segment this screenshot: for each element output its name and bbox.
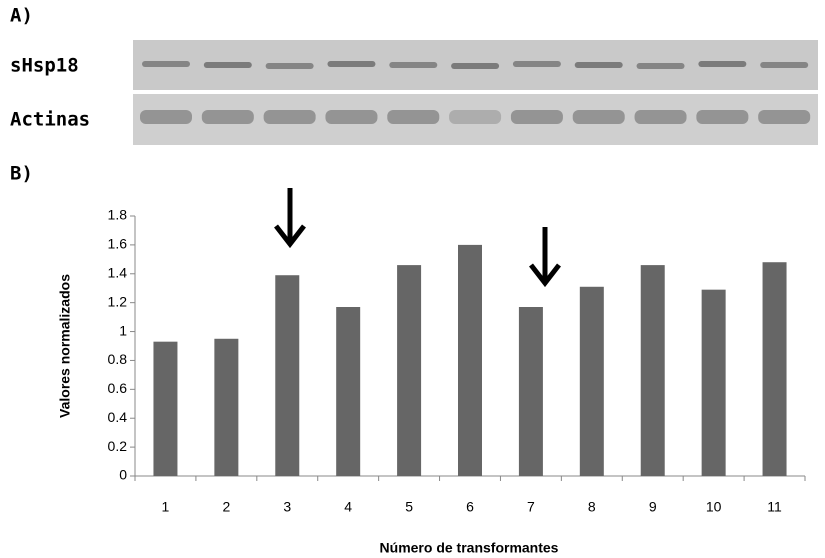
gel-band — [140, 110, 192, 124]
gel-band — [634, 110, 687, 124]
x-tick-label: 11 — [767, 499, 782, 515]
x-tick-label: 3 — [283, 499, 291, 515]
y-tick-label: 1.6 — [108, 236, 128, 252]
x-tick-label: 9 — [649, 499, 657, 515]
gel-band — [201, 110, 254, 124]
gel-band — [636, 63, 685, 69]
gel-band — [572, 110, 625, 124]
gel-band — [758, 110, 811, 124]
gel-band — [265, 63, 314, 69]
bar — [214, 338, 239, 476]
gel-row-label: sHsp18 — [10, 55, 79, 77]
x-tick-label: 8 — [588, 499, 596, 515]
gel-band — [696, 110, 749, 124]
gel-band — [760, 62, 809, 68]
gel-band — [389, 62, 438, 68]
gel-band — [327, 61, 376, 67]
x-tick-label: 2 — [222, 499, 230, 515]
x-tick-label: 5 — [405, 499, 413, 515]
gel-band — [698, 61, 747, 67]
bar — [336, 307, 361, 476]
gel-band — [203, 62, 252, 68]
gel-row-label: Actinas — [10, 109, 90, 131]
y-tick-label: 1.4 — [108, 264, 128, 280]
y-tick-label: 0.4 — [108, 409, 128, 425]
gel-band — [263, 110, 316, 124]
x-tick-label: 7 — [527, 499, 535, 515]
y-tick-label: 0.8 — [108, 351, 128, 367]
gel-band — [574, 62, 623, 68]
bar — [397, 265, 422, 476]
x-axis-title: Número de transformantes — [380, 540, 559, 556]
arrow — [274, 188, 306, 249]
y-tick-label: 0.6 — [108, 380, 128, 396]
panel-label: B) — [10, 163, 33, 185]
gel-bands — [140, 61, 811, 124]
bar — [579, 286, 604, 476]
y-tick-label: 1.8 — [108, 207, 128, 223]
bar — [153, 341, 178, 476]
y-tick-label: 1 — [119, 322, 127, 338]
arrow — [529, 227, 561, 288]
gel-band — [451, 63, 500, 69]
gel-band — [510, 110, 563, 124]
y-tick-label: 1.2 — [108, 293, 128, 309]
bar — [275, 275, 300, 476]
bar — [640, 265, 665, 476]
bar — [701, 289, 726, 476]
y-tick-label: 0.2 — [108, 438, 128, 454]
panel-label: A) — [10, 5, 33, 27]
y-axis-title: Valores normalizados — [57, 274, 73, 418]
x-tick-label: 4 — [344, 499, 352, 515]
x-tick-label: 10 — [706, 499, 722, 515]
gel-band — [142, 61, 190, 67]
x-tick-label: 6 — [466, 499, 474, 515]
gel-band — [387, 110, 440, 124]
gel-band — [449, 110, 502, 124]
bar — [518, 307, 543, 476]
gel-band — [512, 61, 561, 67]
x-tick-label: 1 — [162, 499, 170, 515]
y-tick-label: 0 — [119, 467, 127, 483]
bar — [458, 244, 482, 476]
bar — [762, 262, 787, 476]
gel-band — [325, 110, 378, 124]
